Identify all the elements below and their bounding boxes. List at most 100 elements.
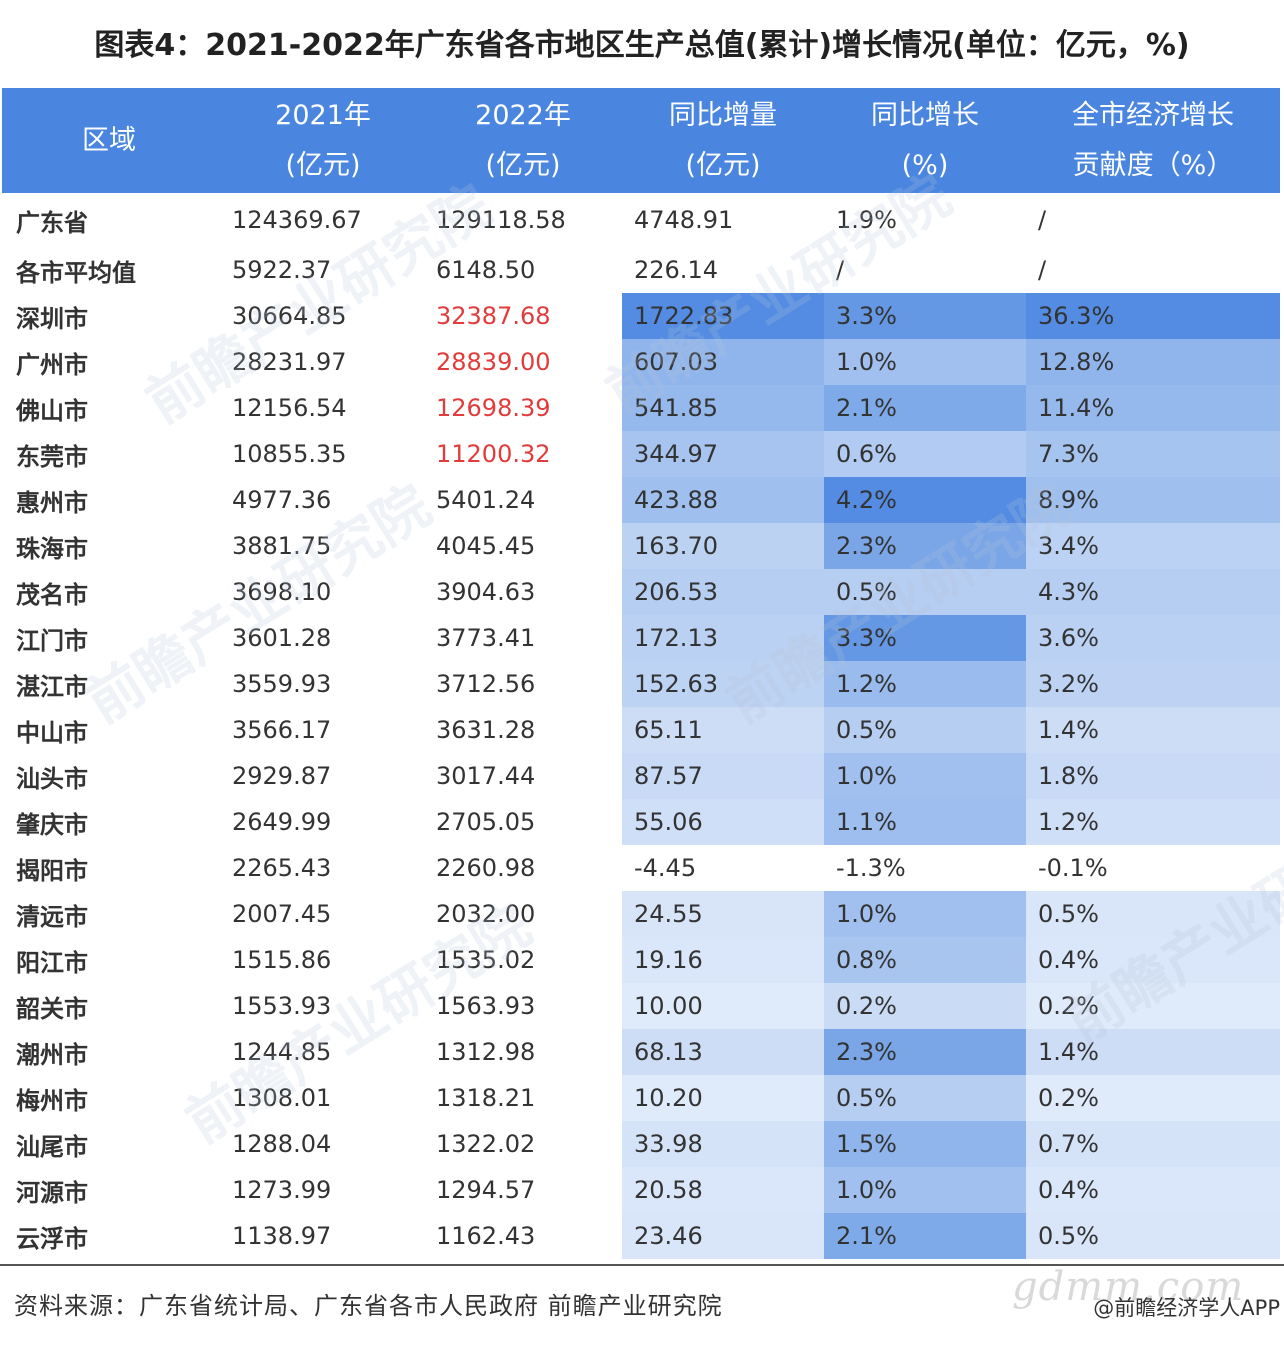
cell-2021: 1244.85 xyxy=(232,1038,332,1066)
cell-growth: 1.2% xyxy=(824,661,1026,707)
cell-region: 韶关市 xyxy=(16,994,88,1023)
cell-contribution: 0.5% xyxy=(1026,891,1280,937)
cell-2021: 1515.86 xyxy=(232,946,332,974)
table-row: 汕头市 2929.87 3017.44 87.57 1.0% 1.8% xyxy=(2,753,1280,799)
cell-region: 湛江市 xyxy=(16,672,88,701)
cell-2021: 3559.93 xyxy=(232,670,332,698)
cell-2022: 1318.21 xyxy=(436,1084,536,1112)
cell-growth: 1.5% xyxy=(824,1121,1026,1167)
table-row: 广东省 124369.67 129118.58 4748.91 1.9% / xyxy=(2,193,1280,247)
cell-growth: 0.5% xyxy=(824,569,1026,615)
cell-growth: 1.9% xyxy=(836,206,897,234)
cell-region: 茂名市 xyxy=(16,580,88,609)
cell-growth: 3.3% xyxy=(824,615,1026,661)
cell-increase: 163.70 xyxy=(622,523,824,569)
cell-2021: 1553.93 xyxy=(232,992,332,1020)
cell-contribution: 36.3% xyxy=(1026,293,1280,339)
cell-contribution: 1.8% xyxy=(1026,753,1280,799)
table-row: 珠海市 3881.75 4045.45 163.70 2.3% 3.4% xyxy=(2,523,1280,569)
cell-contribution: 3.4% xyxy=(1026,523,1280,569)
table-row: 肇庆市 2649.99 2705.05 55.06 1.1% 1.2% xyxy=(2,799,1280,845)
cell-increase: 10.00 xyxy=(622,983,824,1029)
cell-2021: 28231.97 xyxy=(232,348,347,376)
cell-contribution: 0.7% xyxy=(1026,1121,1280,1167)
cell-2022: 28839.00 xyxy=(436,348,551,376)
cell-growth: 1.0% xyxy=(824,753,1026,799)
cell-growth: 2.3% xyxy=(824,1029,1026,1075)
cell-region: 惠州市 xyxy=(16,488,88,517)
cell-2022: 1322.02 xyxy=(436,1130,536,1158)
cell-contribution: 0.5% xyxy=(1026,1213,1280,1259)
cell-growth: 2.3% xyxy=(824,523,1026,569)
cell-region: 清远市 xyxy=(16,902,88,931)
cell-growth: 1.1% xyxy=(824,799,1026,845)
cell-2022: 3017.44 xyxy=(436,762,536,790)
header-region: 区域 xyxy=(82,124,136,156)
cell-increase: 423.88 xyxy=(622,477,824,523)
cell-2022: 2260.98 xyxy=(436,854,536,882)
cell-increase: 4748.91 xyxy=(634,206,734,234)
cell-2022: 3631.28 xyxy=(436,716,536,744)
cell-2021: 2265.43 xyxy=(232,854,332,882)
table-row: 湛江市 3559.93 3712.56 152.63 1.2% 3.2% xyxy=(2,661,1280,707)
cell-region: 梅州市 xyxy=(16,1086,88,1115)
cell-region: 江门市 xyxy=(16,626,88,655)
cell-region: 广州市 xyxy=(16,350,88,379)
cell-2022: 1535.02 xyxy=(436,946,536,974)
source-note: 资料来源：广东省统计局、广东省各市人民政府 前瞻产业研究院 xyxy=(14,1292,723,1320)
cell-increase: 24.55 xyxy=(622,891,824,937)
cell-2021: 2007.45 xyxy=(232,900,332,928)
cell-contribution: 3.6% xyxy=(1026,615,1280,661)
cell-increase: 65.11 xyxy=(622,707,824,753)
cell-2021: 5922.37 xyxy=(232,256,332,284)
table-row: 清远市 2007.45 2032.00 24.55 1.0% 0.5% xyxy=(2,891,1280,937)
table-row: 东莞市 10855.35 11200.32 344.97 0.6% 7.3% xyxy=(2,431,1280,477)
cell-2022: 129118.58 xyxy=(436,206,566,234)
table-header-row: 区域 2021年 (亿元) 2022年 (亿元) 同比增量 (亿元) 同比增长 (%) … xyxy=(2,88,1280,193)
table-row: 河源市 1273.99 1294.57 20.58 1.0% 0.4% xyxy=(2,1167,1280,1213)
cell-2022: 3904.63 xyxy=(436,578,536,606)
cell-contribution: 12.8% xyxy=(1026,339,1280,385)
table-row: 阳江市 1515.86 1535.02 19.16 0.8% 0.4% xyxy=(2,937,1280,983)
cell-2021: 30664.85 xyxy=(232,302,347,330)
brand-label: @前瞻经济学人APP xyxy=(1093,1296,1280,1320)
cell-2021: 3601.28 xyxy=(232,624,332,652)
cell-growth: 1.0% xyxy=(824,339,1026,385)
cell-2022: 3773.41 xyxy=(436,624,536,652)
cell-contribution: 7.3% xyxy=(1026,431,1280,477)
cell-2022: 2705.05 xyxy=(436,808,536,836)
cell-2021: 12156.54 xyxy=(232,394,347,422)
cell-increase: 344.97 xyxy=(622,431,824,477)
table-row: 云浮市 1138.97 1162.43 23.46 2.1% 0.5% xyxy=(2,1213,1280,1259)
cell-increase: 206.53 xyxy=(622,569,824,615)
cell-growth: 0.6% xyxy=(824,431,1026,477)
page-title: 图表4：2021-2022年广东省各市地区生产总值(累计)增长情况(单位：亿元，… xyxy=(94,28,1190,63)
cell-2022: 4045.45 xyxy=(436,532,536,560)
cell-increase: 607.03 xyxy=(622,339,824,385)
table-row: 广州市 28231.97 28839.00 607.03 1.0% 12.8% xyxy=(2,339,1280,385)
gdp-table: 区域 2021年 (亿元) 2022年 (亿元) 同比增量 (亿元) 同比增长 (%) … xyxy=(2,88,1280,1259)
cell-increase: 23.46 xyxy=(622,1213,824,1259)
cell-contribution: 0.4% xyxy=(1026,1167,1280,1213)
cell-2021: 1138.97 xyxy=(232,1222,332,1250)
cell-2022: 6148.50 xyxy=(436,256,536,284)
header-growth: 同比增长 (%) xyxy=(871,99,979,181)
cell-2022: 1312.98 xyxy=(436,1038,536,1066)
cell-growth: 0.5% xyxy=(824,1075,1026,1121)
table-row: 深圳市 30664.85 32387.68 1722.83 3.3% 36.3% xyxy=(2,293,1280,339)
table-row: 各市平均值 5922.37 6148.50 226.14 / / xyxy=(2,247,1280,293)
cell-2022: 1294.57 xyxy=(436,1176,536,1204)
cell-growth: 2.1% xyxy=(824,385,1026,431)
cell-growth: 3.3% xyxy=(824,293,1026,339)
cell-region: 中山市 xyxy=(16,718,88,747)
cell-region: 汕头市 xyxy=(16,764,88,793)
cell-2022: 5401.24 xyxy=(436,486,536,514)
cell-2021: 1308.01 xyxy=(232,1084,332,1112)
cell-growth: 4.2% xyxy=(824,477,1026,523)
cell-contribution: / xyxy=(1038,206,1047,234)
cell-2021: 4977.36 xyxy=(232,486,332,514)
cell-contribution: 1.4% xyxy=(1026,707,1280,753)
cell-contribution: -0.1% xyxy=(1038,854,1108,882)
cell-increase: -4.45 xyxy=(634,854,697,882)
cell-increase: 55.06 xyxy=(622,799,824,845)
